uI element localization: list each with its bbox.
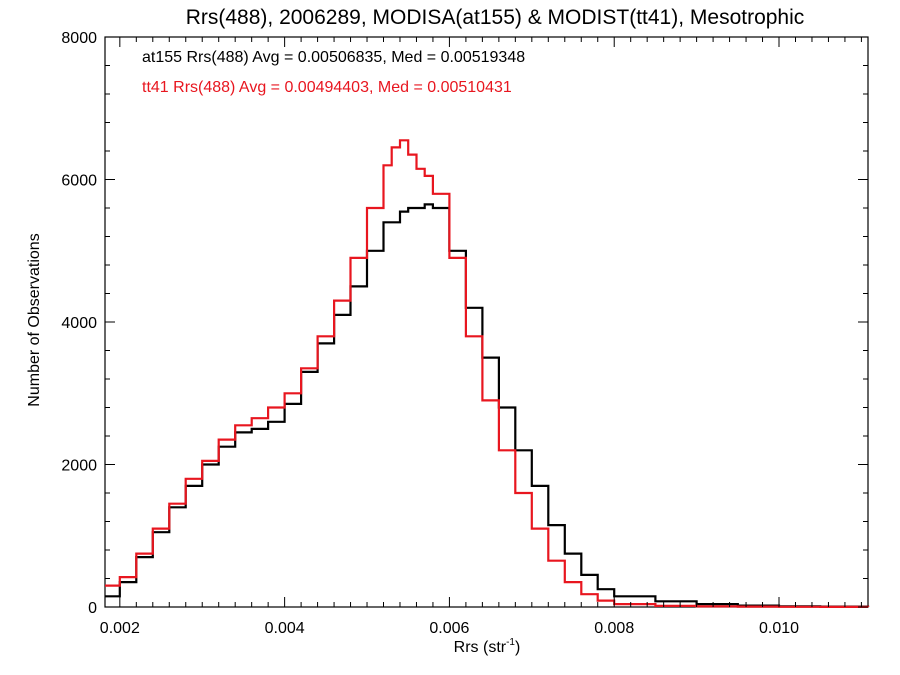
axis-tick-labels: 0.002 0.004 0.006 0.008 0.010 0 2000 4000 6000 80…: [61, 30, 799, 637]
x-tick-label: 0.004: [265, 620, 305, 637]
y-axis-label: Number of Observations: [26, 233, 43, 406]
x-tick-label: 0.008: [594, 620, 634, 637]
y-tick-label: 6000: [61, 173, 97, 190]
legend-entry-at155: at155 Rrs(488) Avg = 0.00506835, Med = 0…: [142, 49, 525, 66]
y-tick-label: 2000: [61, 458, 97, 475]
y-tick-label: 4000: [61, 315, 97, 332]
legend-entry-tt41: tt41 Rrs(488) Avg = 0.00494403, Med = 0.…: [142, 79, 512, 96]
x-tick-label: 0.002: [100, 620, 140, 637]
chart-title: Rrs(488), 2006289, MODISA(at155) & MODIS…: [186, 6, 805, 29]
axis-ticks: [105, 36, 868, 608]
x-tick-label: 0.010: [759, 620, 799, 637]
x-tick-label: 0.006: [429, 620, 469, 637]
y-tick-label: 0: [88, 600, 97, 617]
x-axis-label: Rrs (str-1): [454, 637, 521, 656]
y-tick-label: 8000: [61, 30, 97, 47]
plot-frame: [104, 36, 869, 608]
series-line-1: [105, 139, 870, 608]
plot-area: [105, 139, 870, 608]
series-line-0: [105, 203, 870, 608]
